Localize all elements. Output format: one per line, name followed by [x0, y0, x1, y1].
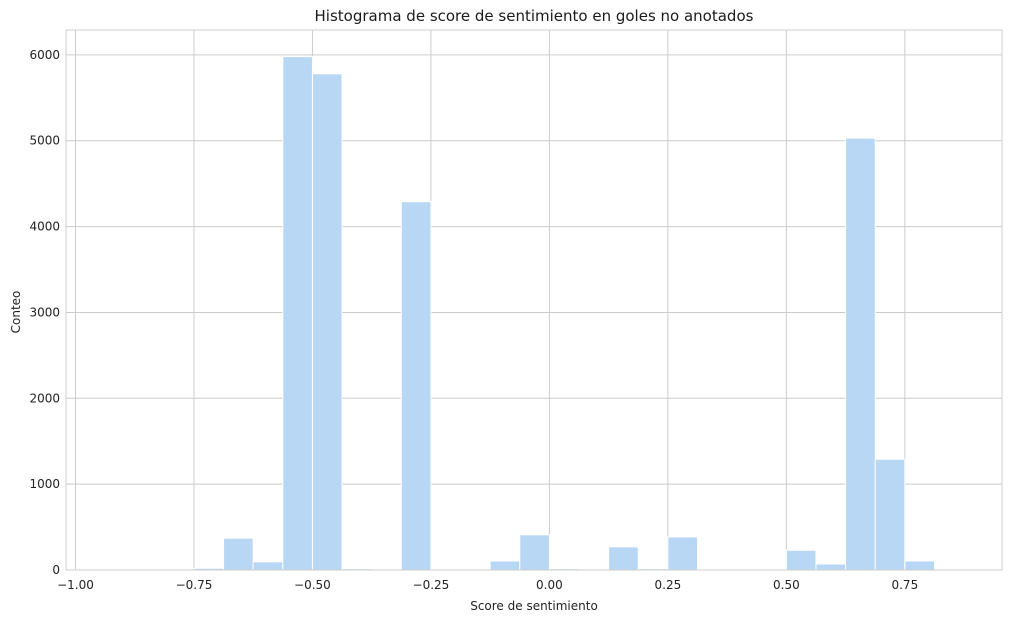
y-tick-label: 6000: [29, 48, 60, 62]
chart-title: Histograma de score de sentimiento en go…: [315, 7, 754, 25]
histogram-bar: [904, 560, 935, 571]
y-tick-label: 1000: [29, 477, 60, 491]
x-tick-label: −1.00: [57, 578, 94, 592]
histogram-bar: [874, 458, 906, 571]
histogram-bar: [223, 537, 254, 571]
histogram-bar: [845, 137, 876, 571]
y-tick-label: 5000: [29, 134, 60, 148]
y-axis-label: Conteo: [9, 291, 23, 334]
x-tick-labels: −1.00 −0.75 −0.50 −0.25 0.00 0.25 0.50 0.75: [57, 578, 918, 592]
x-tick-label: −0.25: [413, 578, 450, 592]
y-tick-label: 0: [52, 563, 60, 577]
x-tick-label: 0.50: [773, 578, 800, 592]
histogram-bar: [400, 201, 432, 571]
histogram-bar: [311, 73, 343, 571]
x-tick-label: 0.25: [655, 578, 682, 592]
histogram-bar: [519, 534, 550, 571]
y-tick-label: 4000: [29, 220, 60, 234]
histogram-bar: [608, 546, 639, 571]
y-tick-label: 3000: [29, 305, 60, 319]
histogram-bar: [785, 549, 817, 571]
x-tick-label: 0.75: [891, 578, 918, 592]
histogram-bar: [815, 563, 847, 571]
x-axis-label: Score de sentimiento: [470, 599, 598, 613]
x-tick-label: −0.75: [176, 578, 213, 592]
histogram-bars: [74, 56, 965, 571]
histogram-bar: [667, 536, 699, 571]
histogram-bar: [282, 56, 313, 571]
histogram-bar: [489, 560, 521, 571]
histogram-bar: [252, 561, 284, 571]
plot-frame: [65, 29, 1003, 571]
y-tick-label: 2000: [29, 391, 60, 405]
x-tick-label: −0.50: [294, 578, 331, 592]
y-tick-labels: 0 1000 2000 3000 4000 5000 6000: [29, 48, 60, 577]
x-tick-label: 0.00: [536, 578, 563, 592]
